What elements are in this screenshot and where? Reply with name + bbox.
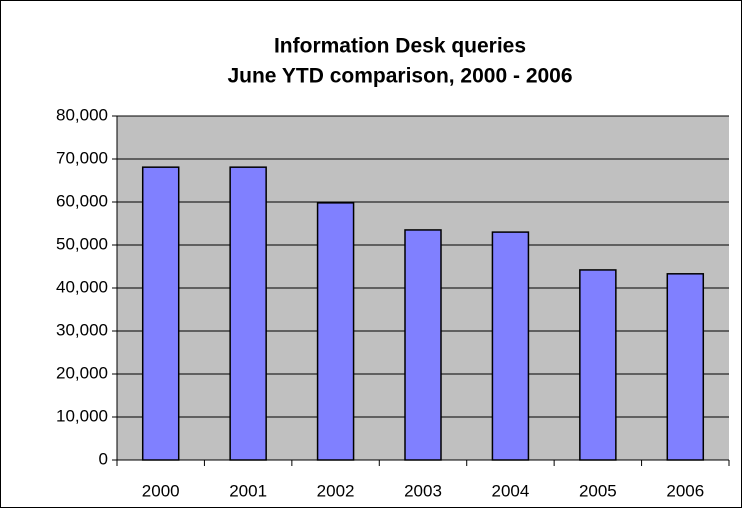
chart-title: Information Desk queries — [274, 35, 526, 58]
y-tick-label: 80,000 — [56, 105, 108, 124]
y-tick-label: 30,000 — [56, 320, 108, 339]
y-tick-label: 0 — [99, 449, 108, 468]
bar — [666, 273, 705, 461]
x-tick-label: 2006 — [666, 481, 704, 500]
bar — [579, 269, 617, 461]
y-tick-label: 50,000 — [56, 234, 108, 253]
x-tick-label: 2004 — [492, 481, 530, 500]
y-tick-label: 70,000 — [56, 148, 108, 167]
chart-subtitle: June YTD comparison, 2000 - 2006 — [227, 65, 572, 88]
y-tick-label: 40,000 — [56, 277, 108, 296]
x-tick-label: 2002 — [317, 481, 355, 500]
bar — [229, 166, 267, 461]
bar — [316, 202, 355, 461]
bar — [491, 231, 530, 461]
x-tick-label: 2001 — [229, 481, 267, 500]
y-tick-label: 60,000 — [56, 191, 108, 210]
x-tick-label: 2003 — [404, 481, 442, 500]
bar — [141, 166, 180, 461]
x-tick-label: 2005 — [579, 481, 617, 500]
bar — [404, 229, 442, 461]
y-tick-label: 10,000 — [56, 406, 108, 425]
x-tick-label: 2000 — [142, 481, 180, 500]
y-tick-label: 20,000 — [56, 363, 108, 382]
